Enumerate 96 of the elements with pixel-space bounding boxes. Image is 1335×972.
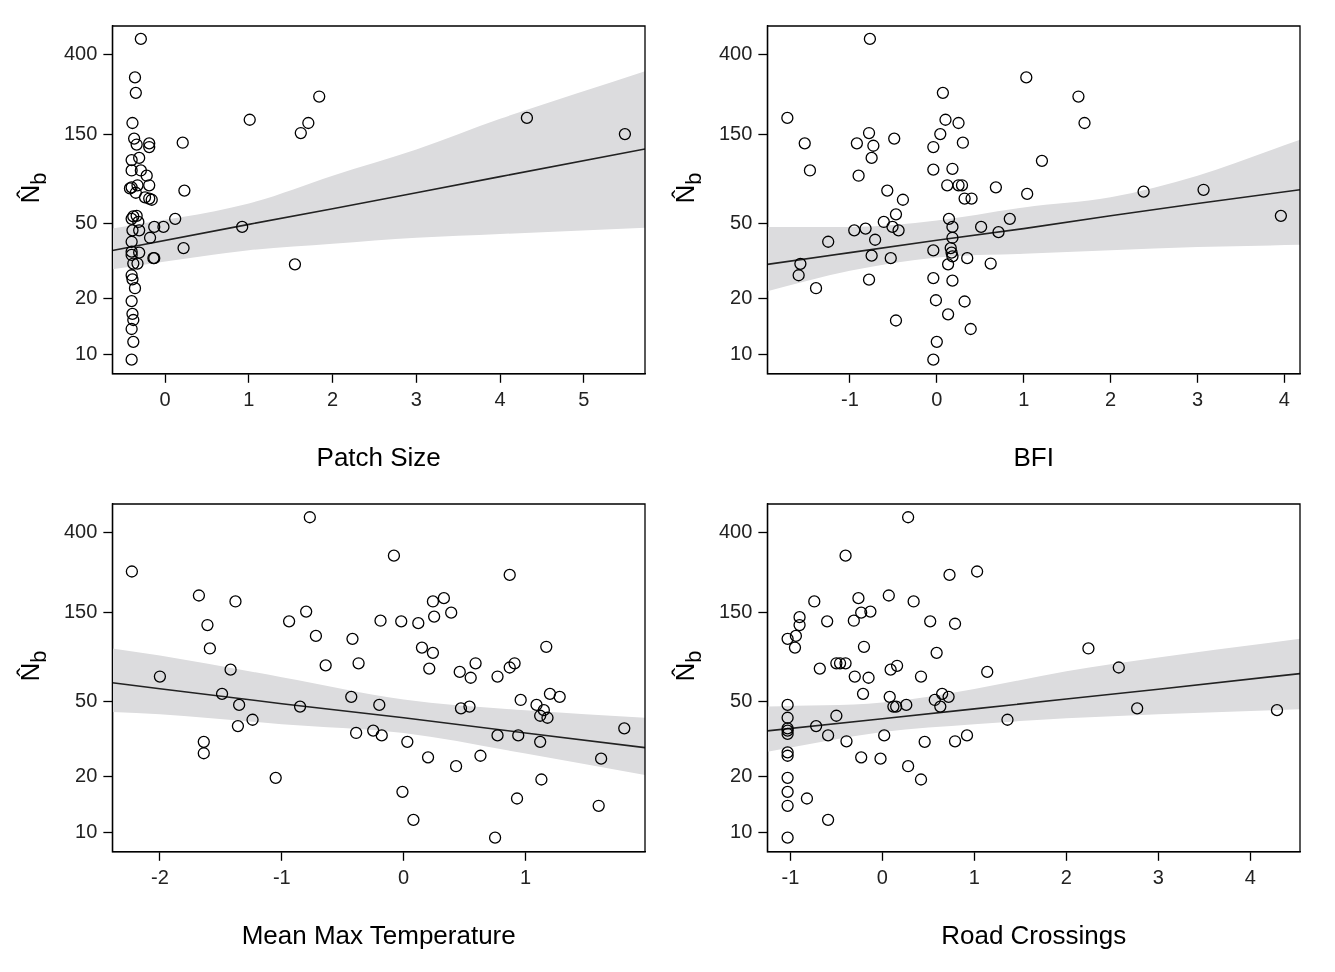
- y-tick-label: 10: [75, 820, 98, 843]
- point: [131, 257, 144, 270]
- point: [126, 307, 139, 320]
- point: [127, 257, 140, 270]
- y-tick-label: 20: [75, 285, 98, 308]
- point: [125, 153, 138, 167]
- x-tick-label: 4: [494, 388, 506, 411]
- point: [178, 184, 191, 197]
- y-tick-label: 10: [730, 820, 753, 843]
- x-tick-label: -1: [841, 388, 859, 411]
- point: [128, 282, 142, 295]
- y-tick-label: 50: [75, 211, 98, 234]
- point: [143, 140, 156, 154]
- point: [177, 241, 190, 255]
- point: [132, 215, 145, 229]
- point: [134, 164, 147, 177]
- y-tick-label: 20: [730, 763, 753, 786]
- point: [127, 132, 141, 145]
- point: [520, 111, 534, 125]
- x-tick-label: 3: [410, 388, 422, 411]
- y-tick-label: 50: [730, 689, 753, 712]
- y-tick-label: 20: [730, 285, 753, 308]
- x-tick-label: 2: [1060, 866, 1072, 889]
- y-tick-label: 50: [75, 689, 98, 712]
- y-tick-label: 150: [718, 599, 753, 622]
- point: [125, 235, 138, 248]
- x-tick-label: 1: [243, 388, 255, 411]
- y-tick-label: 400: [63, 519, 98, 542]
- point: [125, 164, 138, 177]
- point: [130, 138, 143, 151]
- x-axis-title: Patch Size: [316, 441, 441, 472]
- point: [143, 137, 156, 150]
- point: [127, 313, 140, 327]
- point: [125, 294, 138, 308]
- x-tick-label: -2: [151, 866, 169, 889]
- point: [134, 32, 147, 46]
- point: [236, 220, 249, 234]
- point: [157, 220, 170, 234]
- x-tick-label: 0: [931, 388, 943, 411]
- point: [125, 269, 138, 282]
- point: [126, 224, 139, 237]
- point: [129, 186, 142, 199]
- point: [125, 353, 138, 366]
- y-tick-label: 10: [730, 342, 753, 365]
- x-tick-label: 1: [1018, 388, 1030, 411]
- point: [128, 71, 142, 84]
- point: [133, 224, 146, 237]
- point: [133, 246, 146, 259]
- x-tick-label: 4: [1278, 388, 1290, 411]
- y-tick-label: 150: [63, 599, 98, 622]
- point: [243, 113, 256, 126]
- point: [148, 220, 161, 234]
- point: [138, 191, 152, 204]
- point: [143, 179, 156, 192]
- x-tick-label: 4: [1244, 866, 1256, 889]
- y-tick-label: 400: [718, 41, 753, 64]
- x-tick-label: 1: [968, 866, 980, 889]
- x-tick-label: 2: [1105, 388, 1117, 411]
- point: [125, 245, 138, 258]
- x-tick-label: -1: [781, 866, 800, 889]
- point: [125, 248, 138, 262]
- x-tick-label: 3: [1191, 388, 1204, 411]
- point: [131, 179, 144, 192]
- y-tick-label: 150: [63, 121, 98, 144]
- x-tick-label: 1: [519, 866, 532, 889]
- point: [140, 169, 153, 182]
- x-tick-label: -1: [272, 866, 291, 889]
- x-axis-title: Road Crossings: [941, 919, 1127, 950]
- x-axis-title: BFI: [1013, 441, 1054, 472]
- point: [618, 127, 632, 141]
- y-tick-label: 10: [75, 342, 98, 365]
- x-tick-label: 0: [159, 388, 171, 411]
- x-tick-label: 0: [398, 866, 410, 889]
- point: [126, 116, 139, 130]
- x-tick-label: 5: [578, 388, 590, 411]
- x-tick-label: 0: [876, 866, 888, 889]
- y-tick-label: 400: [63, 41, 98, 64]
- x-axis-title: Mean Max Temperature: [241, 919, 516, 950]
- point: [294, 126, 307, 140]
- y-tick-label: 50: [730, 211, 753, 234]
- point: [176, 136, 189, 149]
- point: [126, 273, 139, 286]
- y-tick-label: 20: [75, 763, 98, 786]
- point: [133, 151, 146, 165]
- point: [169, 212, 182, 225]
- point: [129, 86, 142, 100]
- point: [313, 90, 326, 103]
- point: [143, 231, 157, 244]
- x-tick-label: 3: [1152, 866, 1164, 889]
- point: [302, 116, 315, 130]
- y-tick-label: 150: [718, 121, 753, 144]
- point: [127, 335, 140, 348]
- point: [288, 258, 302, 271]
- point: [125, 322, 138, 336]
- y-tick-label: 400: [718, 519, 753, 542]
- x-tick-label: 2: [327, 388, 339, 411]
